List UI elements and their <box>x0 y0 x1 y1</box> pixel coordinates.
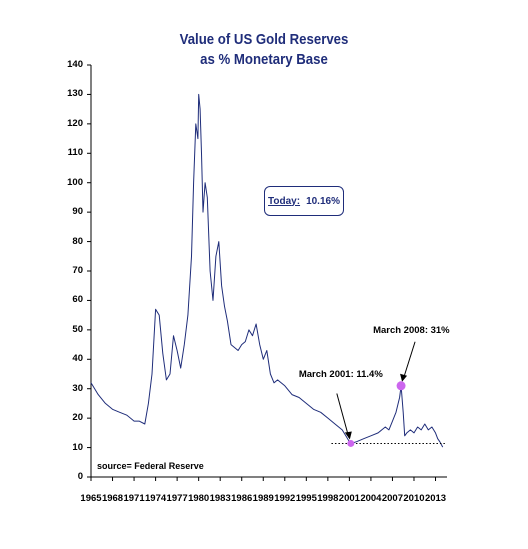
x-tick-label: 2004 <box>360 493 382 504</box>
x-tick-label: 1989 <box>252 493 274 504</box>
annotation-arrow-2008 <box>402 341 416 380</box>
x-tick-label: 2001 <box>338 493 360 504</box>
y-tick-label: 140 <box>67 59 83 70</box>
annotation-march-2008: March 2008: 31% <box>373 324 450 336</box>
y-tick-label: 30 <box>72 382 83 394</box>
chart-axes <box>87 64 447 481</box>
arrowhead-2001 <box>344 431 352 440</box>
y-tick-label: 10 <box>72 441 83 453</box>
y-tick-label: 130 <box>67 88 83 100</box>
today-callout: Today: 10.16% <box>264 186 344 216</box>
x-tick-label: 2013 <box>424 493 447 504</box>
x-tick-label: 1980 <box>188 493 210 504</box>
x-tick-label: 1992 <box>274 493 296 504</box>
x-tick-label: 2007 <box>381 493 404 504</box>
y-tick-label: 100 <box>67 176 83 188</box>
x-tick-label: 1983 <box>209 493 231 504</box>
x-tick-label: 1977 <box>166 493 188 504</box>
x-tick-label: 1968 <box>101 493 124 504</box>
chart-title: Value of US Gold Reserves <box>179 31 349 48</box>
highlight-point-2001 <box>347 439 355 447</box>
y-tick-label: 120 <box>67 117 83 129</box>
y-tick-label: 110 <box>67 147 83 159</box>
x-tick-label: 1995 <box>295 493 317 504</box>
y-tick-label: 0 <box>77 471 83 482</box>
gold-reserves-line <box>90 93 444 448</box>
y-tick-label: 80 <box>72 235 83 247</box>
highlight-point-2008 <box>396 381 406 391</box>
chart-subtitle: as % Monetary Base <box>200 51 328 68</box>
x-tick-label: 1998 <box>317 493 339 504</box>
chart-series <box>90 93 444 448</box>
y-tick-label: 50 <box>72 323 83 335</box>
today-label: Today: <box>268 195 301 207</box>
chart-annotations <box>331 341 445 447</box>
x-tick-label: 1986 <box>231 493 253 504</box>
y-tick-label: 90 <box>72 206 83 218</box>
source-note: source= Federal Reserve <box>97 461 204 471</box>
y-tick-label: 20 <box>72 412 83 424</box>
annotation-march-2001: March 2001: 11.4% <box>298 369 383 381</box>
arrowhead-2008 <box>400 373 408 382</box>
x-tick-label: 2010 <box>403 493 425 504</box>
today-value: 10.16% <box>306 195 340 207</box>
y-tick-label: 40 <box>72 353 83 365</box>
x-tick-label: 1974 <box>145 493 167 504</box>
x-tick-label: 1965 <box>80 493 102 504</box>
y-tick-label: 60 <box>72 294 83 306</box>
y-tick-label: 70 <box>72 265 83 276</box>
x-tick-label: 1971 <box>123 493 145 504</box>
annotation-arrow-2001 <box>336 393 350 438</box>
